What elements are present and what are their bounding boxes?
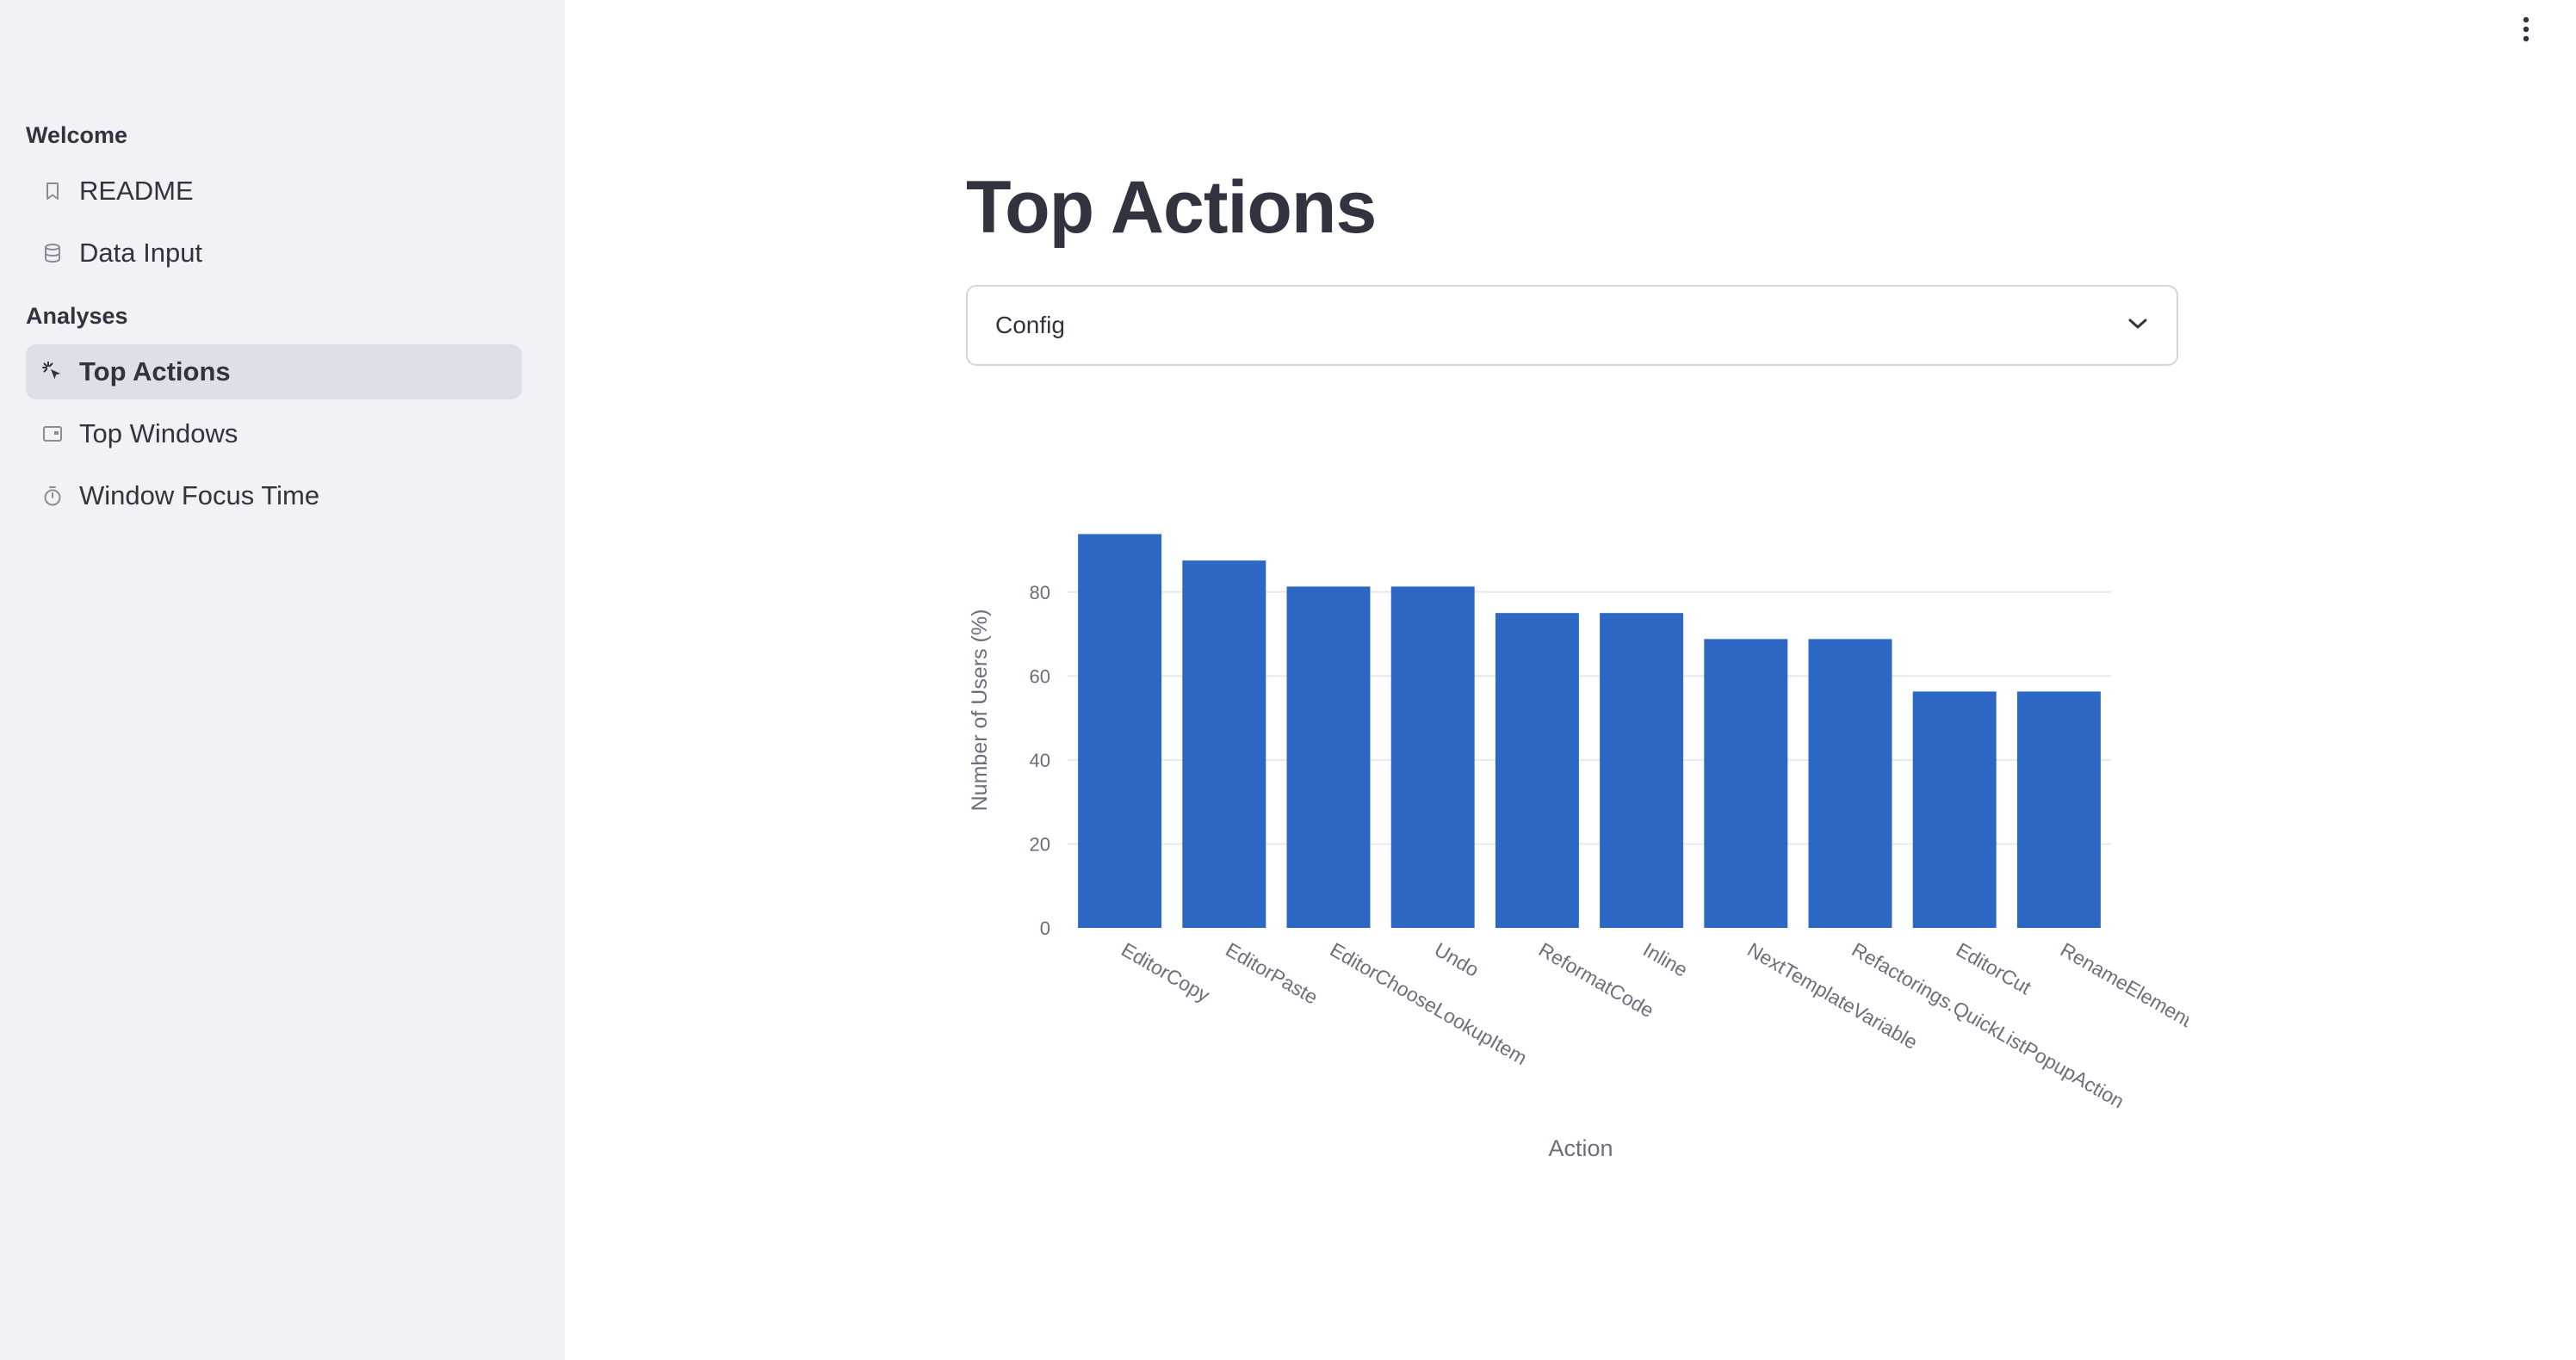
bookmark-icon xyxy=(40,178,65,204)
bar-editorchooselookupitem[interactable] xyxy=(1286,586,1371,928)
sidebar-item-top-windows[interactable]: Top Windows xyxy=(26,406,522,461)
window-icon xyxy=(40,421,65,447)
vertical-dots-icon xyxy=(2521,15,2531,47)
y-tick-label: 60 xyxy=(1030,665,1050,687)
cursor-click-icon xyxy=(40,359,65,385)
y-tick-label: 20 xyxy=(1030,833,1050,855)
bar-editorcopy[interactable] xyxy=(1078,534,1162,928)
chart-y-ticks: 0 20 40 60 80 xyxy=(1030,582,1050,939)
x-tick-label: ReformatCode xyxy=(1535,938,1658,1022)
x-tick-label: EditorCut xyxy=(1953,938,2036,999)
bar-inline[interactable] xyxy=(1600,613,1684,928)
y-tick-label: 0 xyxy=(1040,918,1050,939)
x-tick-label: EditorPaste xyxy=(1222,938,1322,1009)
chevron-down-icon xyxy=(2127,317,2149,335)
select-value: Config xyxy=(995,312,1065,338)
x-tick-label: EditorCopy xyxy=(1118,938,1214,1007)
bar-undo[interactable] xyxy=(1390,586,1475,928)
sidebar-item-label: Top Windows xyxy=(79,418,238,448)
page-title: Top Actions xyxy=(966,166,1377,249)
sidebar: Welcome README Data Input Analyses Top A… xyxy=(0,0,565,1360)
sidebar-item-label: Window Focus Time xyxy=(79,480,320,510)
x-axis-label: Action xyxy=(1548,1135,1613,1161)
x-tick-label: Inline xyxy=(1639,938,1692,981)
bar-renameelement[interactable] xyxy=(2016,691,2101,928)
section-label-welcome: Welcome xyxy=(26,122,128,148)
sidebar-item-label: README xyxy=(79,176,194,206)
sidebar-item-label: Data Input xyxy=(79,238,203,268)
sidebar-item-readme[interactable]: README xyxy=(26,164,522,219)
timer-icon xyxy=(40,483,65,509)
y-axis-label: Number of Users (%) xyxy=(968,609,992,812)
x-tick-label: RenameElement xyxy=(2057,938,2189,1031)
main-menu-button[interactable] xyxy=(2505,10,2547,52)
x-tick-label: Undo xyxy=(1431,938,1483,981)
sidebar-item-label: Top Actions xyxy=(79,356,231,386)
x-tick-label: NextTemplateVariable xyxy=(1743,938,1921,1054)
y-tick-label: 40 xyxy=(1030,750,1050,771)
database-icon xyxy=(40,240,65,266)
bar-nexttemplatevariable[interactable] xyxy=(1704,639,1788,928)
chart-x-ticks: EditorCopy EditorPaste EditorChooseLookupI… xyxy=(1118,938,2189,1113)
bar-reformatcode[interactable] xyxy=(1495,613,1579,928)
sidebar-item-window-focus-time[interactable]: Window Focus Time xyxy=(26,468,522,523)
top-actions-bar-chart: 0 20 40 60 80 EditorCopy EditorPaste EditorCho… xyxy=(968,534,2189,1161)
sidebar-item-data-input[interactable]: Data Input xyxy=(26,226,522,281)
config-select[interactable]: Config xyxy=(966,285,2178,366)
chart-bars xyxy=(1078,534,2101,928)
x-tick-label: EditorChooseLookupItem xyxy=(1327,938,1532,1069)
section-label-analyses: Analyses xyxy=(26,303,128,329)
bar-refactorings-quicklistpopupaction[interactable] xyxy=(1808,639,1892,928)
sidebar-item-top-actions[interactable]: Top Actions xyxy=(26,344,522,399)
bar-editorcut[interactable] xyxy=(1912,691,1997,928)
bar-editorpaste[interactable] xyxy=(1182,560,1266,928)
y-tick-label: 80 xyxy=(1030,582,1050,603)
